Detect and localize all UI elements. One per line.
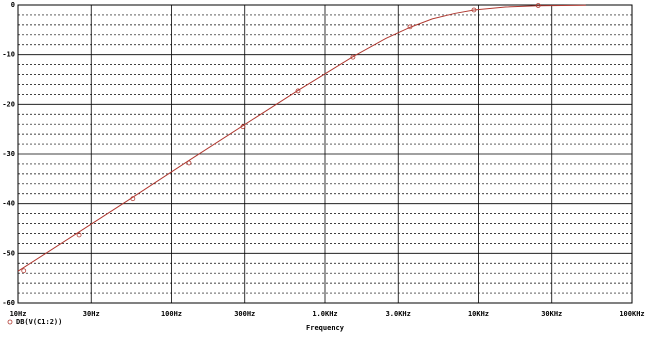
legend-marker [7, 319, 13, 325]
x-tick-label: 100KHz [619, 310, 644, 318]
trace-marker [471, 7, 477, 13]
y-tick-label: -50 [2, 249, 15, 257]
y-tick-label: -10 [2, 51, 15, 59]
trace-marker [407, 24, 413, 30]
x-tick-label: 30KHz [541, 310, 562, 318]
x-tick-label: 100Hz [161, 310, 182, 318]
x-axis-label: Frequency [306, 324, 345, 332]
y-tick-label: -40 [2, 200, 15, 208]
trace-marker [76, 232, 82, 238]
legend-label: DB(V(C1:2)) [16, 318, 62, 326]
x-tick-label: 10KHz [468, 310, 489, 318]
y-tick-label: 0 [11, 1, 15, 9]
trace-marker [295, 88, 301, 94]
x-tick-label: 300Hz [234, 310, 255, 318]
y-tick-label: -60 [2, 299, 15, 307]
trace-marker [350, 54, 356, 60]
x-tick-label: 1.0KHz [312, 310, 337, 318]
trace-marker [21, 268, 27, 274]
y-tick-label: -30 [2, 150, 15, 158]
trace-marker [535, 3, 541, 8]
trace-marker [130, 196, 136, 202]
trace-marker [186, 160, 192, 166]
plot-frame [17, 4, 633, 304]
trace-marker [240, 124, 246, 130]
x-tick-label: 30Hz [83, 310, 100, 318]
x-tick-label: 10Hz [10, 310, 27, 318]
y-tick-label: -20 [2, 100, 15, 108]
trace-line [17, 4, 586, 272]
x-tick-label: 3.0KHz [386, 310, 411, 318]
